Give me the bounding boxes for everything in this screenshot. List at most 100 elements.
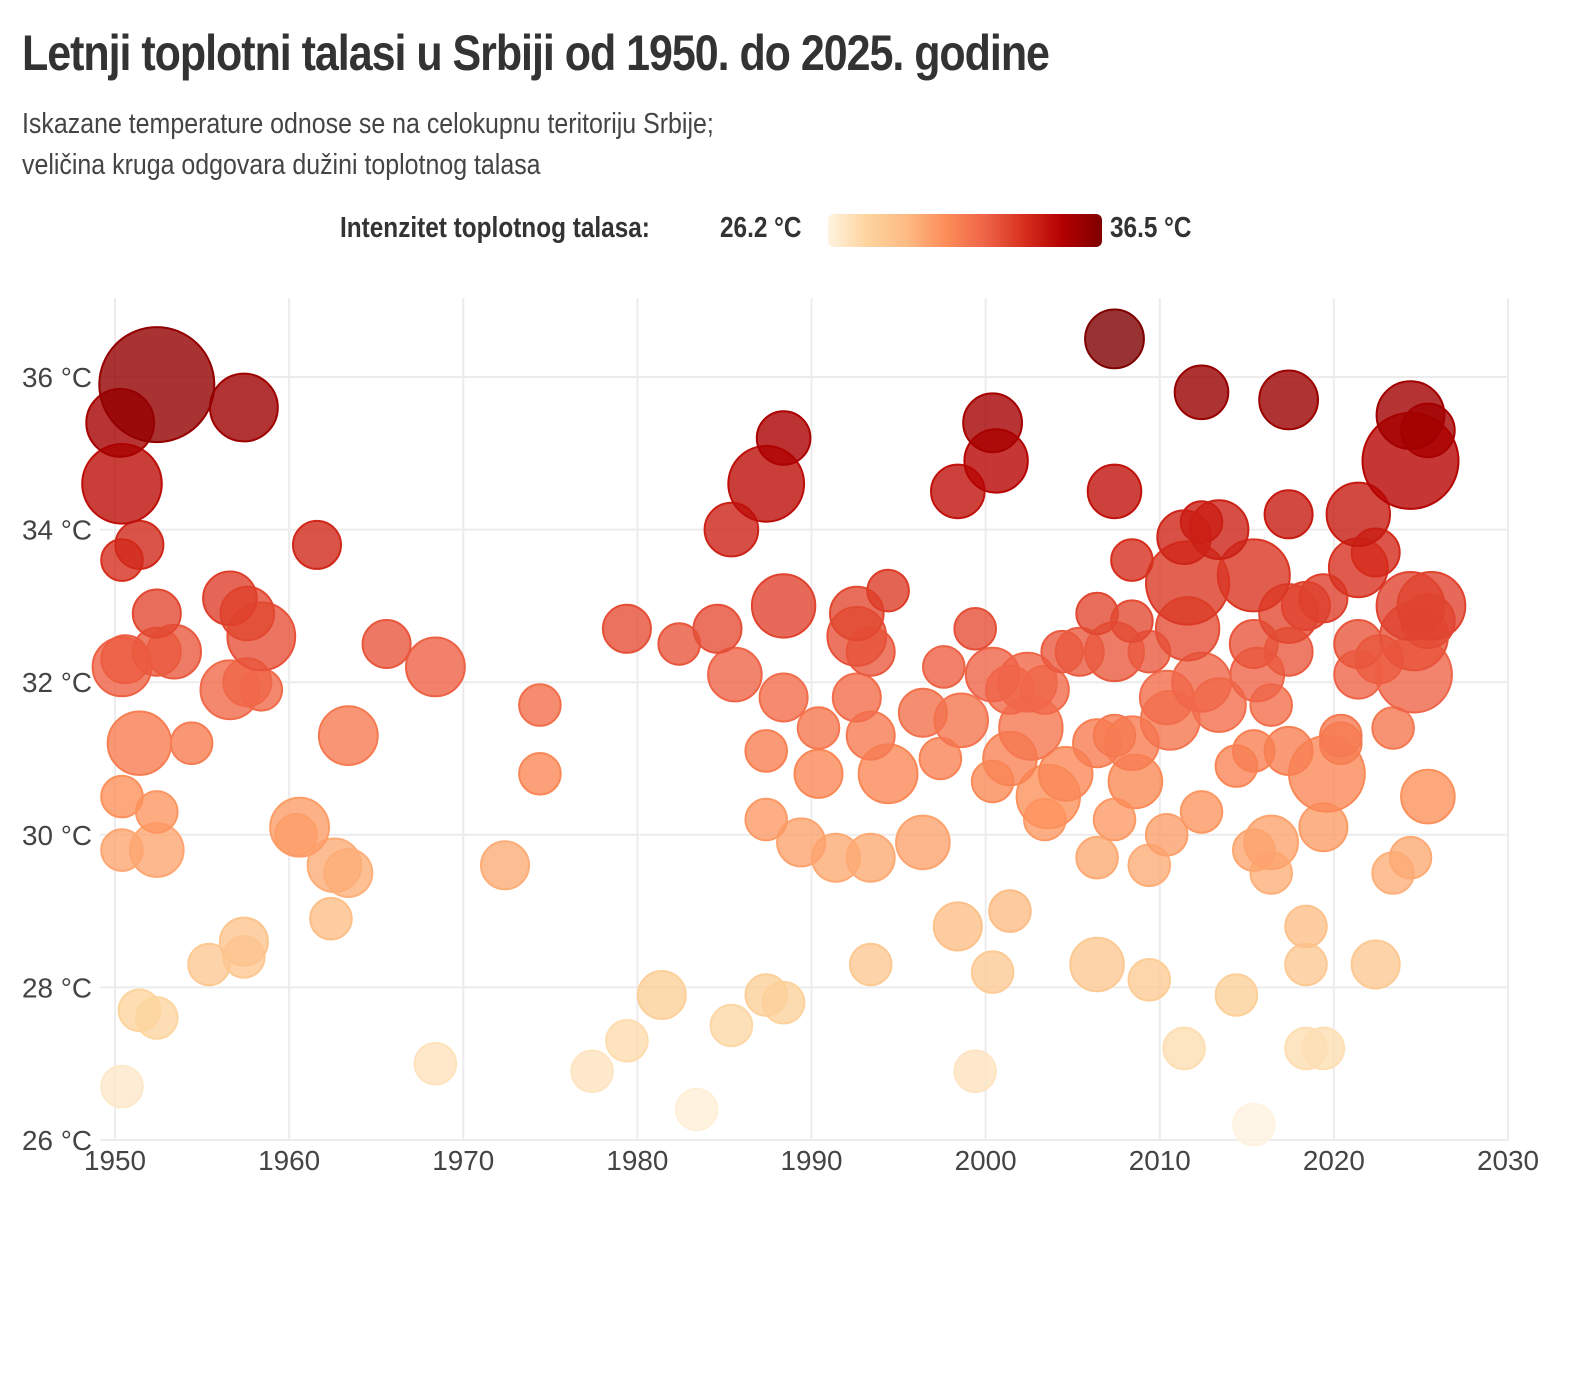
heatwave-bubble[interactable] xyxy=(1263,725,1314,776)
heatwave-bubble[interactable] xyxy=(1400,768,1456,825)
heatwave-bubble[interactable] xyxy=(895,814,951,871)
heatwave-bubble[interactable] xyxy=(202,570,258,627)
heatwave-bubble[interactable] xyxy=(1086,463,1143,520)
heatwave-bubble[interactable] xyxy=(1171,651,1232,713)
heatwave-bubble[interactable] xyxy=(744,729,789,773)
heatwave-bubble[interactable] xyxy=(1284,904,1328,949)
heatwave-bubble[interactable] xyxy=(755,410,812,466)
heatwave-bubble[interactable] xyxy=(793,748,844,799)
heatwave-bubble[interactable] xyxy=(1214,973,1259,1017)
heatwave-bubble[interactable] xyxy=(831,672,882,723)
heatwave-bubble[interactable] xyxy=(1144,813,1189,857)
heatwave-bubble[interactable] xyxy=(1325,481,1392,547)
heatwave-bubble[interactable] xyxy=(1075,591,1119,636)
heatwave-bubble[interactable] xyxy=(518,683,562,727)
heatwave-bubble[interactable] xyxy=(209,372,279,443)
heatwave-bubble[interactable] xyxy=(309,896,353,941)
heatwave-bubble[interactable] xyxy=(744,797,789,842)
x-tick-label: 1980 xyxy=(606,1145,668,1176)
heatwave-bubble[interactable] xyxy=(114,519,165,570)
y-tick-label: 30 °C xyxy=(22,820,92,851)
heatwave-bubble[interactable] xyxy=(1333,619,1384,669)
heatwave-bubble[interactable] xyxy=(1388,835,1433,880)
bubbles xyxy=(81,308,1467,1147)
heatwave-bubble[interactable] xyxy=(306,837,363,894)
heatwave-bubble[interactable] xyxy=(405,636,466,698)
heatwave-bubble[interactable] xyxy=(1243,814,1299,871)
heatwave-bubble[interactable] xyxy=(758,672,809,723)
heatwave-bubble[interactable] xyxy=(1216,538,1291,613)
heatwave-bubble[interactable] xyxy=(1127,958,1172,1002)
heatwave-bubble[interactable] xyxy=(750,573,817,639)
y-tick-label: 34 °C xyxy=(22,515,92,546)
heatwave-bubble[interactable] xyxy=(1069,936,1125,993)
heatwave-bubble[interactable] xyxy=(922,645,966,689)
heatwave-bubble[interactable] xyxy=(848,942,893,987)
heatwave-bubble[interactable] xyxy=(636,970,687,1020)
heatwave-bubble[interactable] xyxy=(106,710,173,776)
legend-color-bar xyxy=(828,214,1102,247)
heatwave-bubble[interactable] xyxy=(269,796,331,858)
x-tick-label: 1970 xyxy=(432,1145,494,1176)
heatwave-bubble[interactable] xyxy=(100,774,144,819)
heatwave-bubble[interactable] xyxy=(117,988,162,1033)
heatwave-bubble[interactable] xyxy=(1263,489,1314,540)
heatwave-bubble[interactable] xyxy=(292,519,342,570)
heatwave-bubble[interactable] xyxy=(962,392,1023,454)
heatwave-bubble[interactable] xyxy=(1371,706,1415,750)
heatwave-bubble[interactable] xyxy=(988,889,1032,933)
legend-label: Intenzitet toplotnog talasa: xyxy=(340,212,650,244)
heatwave-bubble[interactable] xyxy=(601,603,652,654)
heatwave-bubble[interactable] xyxy=(953,1049,998,1094)
heatwave-bubble[interactable] xyxy=(361,619,412,669)
x-tick-label: 2030 xyxy=(1477,1145,1539,1176)
heatwave-bubble[interactable] xyxy=(709,1003,754,1048)
heatwave-bubble[interactable] xyxy=(1179,500,1224,544)
heatwave-bubble[interactable] xyxy=(169,721,214,766)
heatwave-bubble[interactable] xyxy=(970,950,1015,994)
heatwave-bubble[interactable] xyxy=(218,916,269,967)
heatwave-bubble[interactable] xyxy=(1092,713,1137,758)
heatwave-bubble[interactable] xyxy=(866,568,910,613)
heatwave-bubble[interactable] xyxy=(674,1087,719,1132)
heatwave-bubble[interactable] xyxy=(1301,1026,1346,1071)
heatwave-bubble[interactable] xyxy=(1110,538,1154,582)
heatwave-bubble[interactable] xyxy=(744,973,789,1017)
heatwave-bubble[interactable] xyxy=(317,705,379,766)
heatwave-bubble[interactable] xyxy=(98,326,216,444)
heatwave-bubble[interactable] xyxy=(1284,942,1328,987)
heatwave-bubble[interactable] xyxy=(605,1019,649,1063)
heatwave-bubble[interactable] xyxy=(1375,380,1446,451)
heatwave-bubble[interactable] xyxy=(518,752,562,796)
heatwave-bubble[interactable] xyxy=(953,607,998,651)
heatwave-bubble[interactable] xyxy=(964,646,1021,703)
heatwave-bubble[interactable] xyxy=(1075,835,1119,880)
heatwave-bubble[interactable] xyxy=(776,817,827,868)
heatwave-bubble[interactable] xyxy=(1232,1102,1276,1147)
x-tick-label: 2020 xyxy=(1303,1145,1365,1176)
heatwave-bubble[interactable] xyxy=(1179,790,1224,834)
heatwave-bubble[interactable] xyxy=(480,840,530,891)
heatwave-bubble[interactable] xyxy=(1173,364,1230,421)
heatwave-bubble[interactable] xyxy=(1084,308,1145,370)
heatwave-bubble[interactable] xyxy=(796,706,841,750)
legend-max-label: 36.5 °C xyxy=(1110,212,1192,244)
heatwave-bubble[interactable] xyxy=(932,901,983,952)
heatwave-bubble[interactable] xyxy=(1396,571,1467,641)
heatwave-bubble[interactable] xyxy=(707,646,763,703)
heatwave-bubble[interactable] xyxy=(413,1041,458,1086)
heatwave-bubble[interactable] xyxy=(897,687,948,738)
gridlines xyxy=(100,298,1509,1141)
heatwave-bubble[interactable] xyxy=(570,1049,614,1094)
heatwave-bubble[interactable] xyxy=(131,588,182,639)
heatwave-bubble[interactable] xyxy=(1258,369,1319,431)
color-legend: Intenzitet toplotnog talasa: 26.2 °C 36.… xyxy=(0,210,1588,250)
heatwave-bubble[interactable] xyxy=(1319,713,1363,758)
heatwave-bubble[interactable] xyxy=(100,1064,144,1109)
heatwave-bubble[interactable] xyxy=(1350,939,1401,990)
heatwave-bubble[interactable] xyxy=(692,603,743,654)
heatwave-bubble[interactable] xyxy=(845,832,896,883)
heatwave-bubble[interactable] xyxy=(1162,1026,1206,1071)
y-tick-label: 32 °C xyxy=(22,667,92,698)
